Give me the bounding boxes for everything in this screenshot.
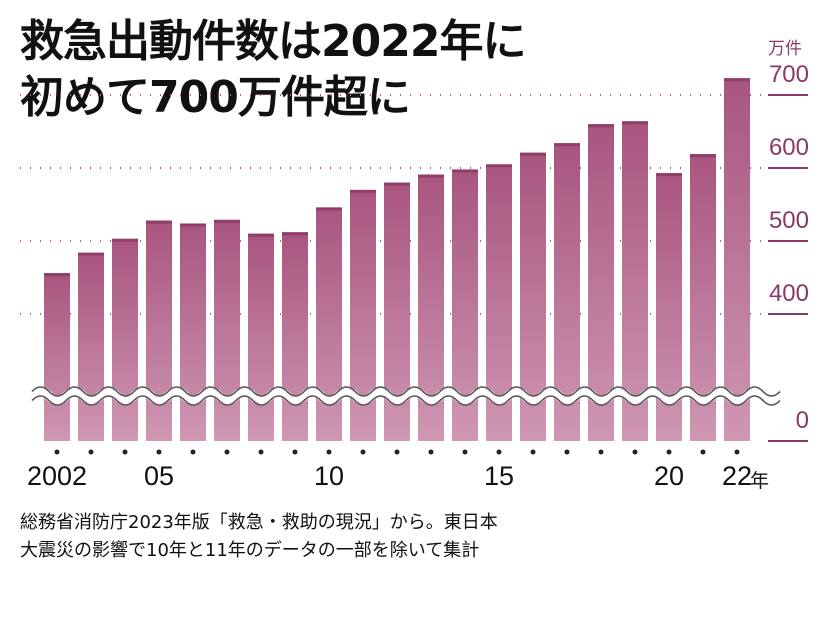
axis-break-line-1 (31, 386, 781, 397)
x-tick-label-20: 20 (653, 461, 685, 491)
x-tick-label-05: 05 (143, 461, 175, 491)
bar-2007 (214, 219, 240, 441)
chart-title: 救急出動件数は2022年に 初めて700万件超に (20, 14, 526, 126)
x-dot-2010 (326, 449, 332, 455)
title-line-1: 救急出動件数は2022年に (20, 16, 526, 67)
y-tick-line-700 (768, 94, 808, 96)
bar-chart (20, 78, 784, 455)
bar-top-2012 (384, 182, 410, 186)
y-tick-label-0: 0 (795, 407, 809, 434)
x-tick-label-10: 10 (313, 461, 345, 491)
bar-top-2003 (78, 252, 104, 256)
bar-top-2009 (282, 232, 308, 236)
bar-2004 (112, 238, 138, 441)
bar-top-2014 (452, 169, 478, 173)
bar-top-2021 (690, 154, 716, 158)
x-dot-2005 (156, 449, 162, 455)
bar-2022 (724, 78, 750, 442)
y-tick-label-700: 700 (768, 61, 809, 88)
axis-break-band (28, 387, 784, 405)
x-dot-2014 (462, 449, 468, 455)
x-dot-2022 (734, 449, 740, 455)
y-tick-line-0 (768, 440, 808, 442)
x-dot-2016 (530, 449, 536, 455)
x-dot-2004 (122, 449, 128, 455)
x-unit-label: 年 (750, 470, 770, 492)
x-dot-2017 (564, 449, 570, 455)
x-dot-2021 (700, 449, 706, 455)
bar-2003 (78, 252, 104, 441)
x-dot-2018 (598, 449, 604, 455)
x-tick-label-2002: 2002 (26, 461, 88, 491)
x-dot-2019 (632, 449, 638, 455)
bar-top-2018 (588, 124, 614, 128)
bar-2008 (248, 233, 274, 441)
source-line-2: 大震災の影響で10年と11年のデータの一部を除いて集計 (20, 540, 480, 561)
y-tick-line-600 (768, 167, 808, 169)
x-dot-2009 (292, 449, 298, 455)
bar-2005 (146, 220, 172, 441)
y-tick-line-500 (768, 240, 808, 242)
x-dot-2003 (88, 449, 94, 455)
x-dot-2015 (496, 449, 502, 455)
y-tick-label-400: 400 (768, 280, 809, 307)
bar-top-2007 (214, 219, 240, 223)
bar-2009 (282, 232, 308, 441)
bar-top-2011 (350, 189, 376, 193)
y-tick-line-400 (768, 313, 808, 315)
bar-top-2016 (520, 152, 546, 156)
bar-top-2017 (554, 143, 580, 147)
bar-2018 (588, 124, 614, 441)
bar-top-2006 (180, 223, 206, 227)
y-tick-label-500: 500 (768, 207, 809, 234)
bar-2006 (180, 223, 206, 441)
title-line-2: 初めて700万件超に (20, 72, 411, 123)
x-dot-2013 (428, 449, 434, 455)
x-dot-2002 (54, 449, 60, 455)
bar-top-2015 (486, 164, 512, 168)
bar-2019 (622, 121, 648, 441)
x-dot-2008 (258, 449, 264, 455)
bar-top-2013 (418, 174, 444, 178)
x-dot-2007 (224, 449, 230, 455)
bar-top-2008 (248, 233, 274, 237)
x-dot-2020 (666, 449, 672, 455)
x-dot-2006 (190, 449, 196, 455)
x-dot-2012 (394, 449, 400, 455)
bar-top-2002 (44, 273, 70, 277)
bar-top-2020 (656, 173, 682, 177)
bar-top-2004 (112, 238, 138, 242)
source-note: 総務省消防庁2023年版「救急・救助の現況」から。東日本 大震災の影響で10年と… (20, 509, 498, 565)
source-line-1: 総務省消防庁2023年版「救急・救助の現況」から。東日本 (20, 512, 498, 533)
axis-break-line-2 (31, 395, 781, 406)
bar-top-2022 (724, 78, 750, 82)
bar-top-2019 (622, 121, 648, 125)
bar-2002 (44, 273, 70, 441)
bar-2010 (316, 207, 342, 441)
bar-top-2010 (316, 207, 342, 211)
x-dot-2011 (360, 449, 366, 455)
x-tick-label-22: 22 (721, 461, 753, 491)
bar-top-2005 (146, 220, 172, 224)
x-tick-label-15: 15 (483, 461, 515, 491)
y-unit-label: 万件 (768, 39, 802, 59)
y-tick-label-600: 600 (768, 134, 809, 161)
